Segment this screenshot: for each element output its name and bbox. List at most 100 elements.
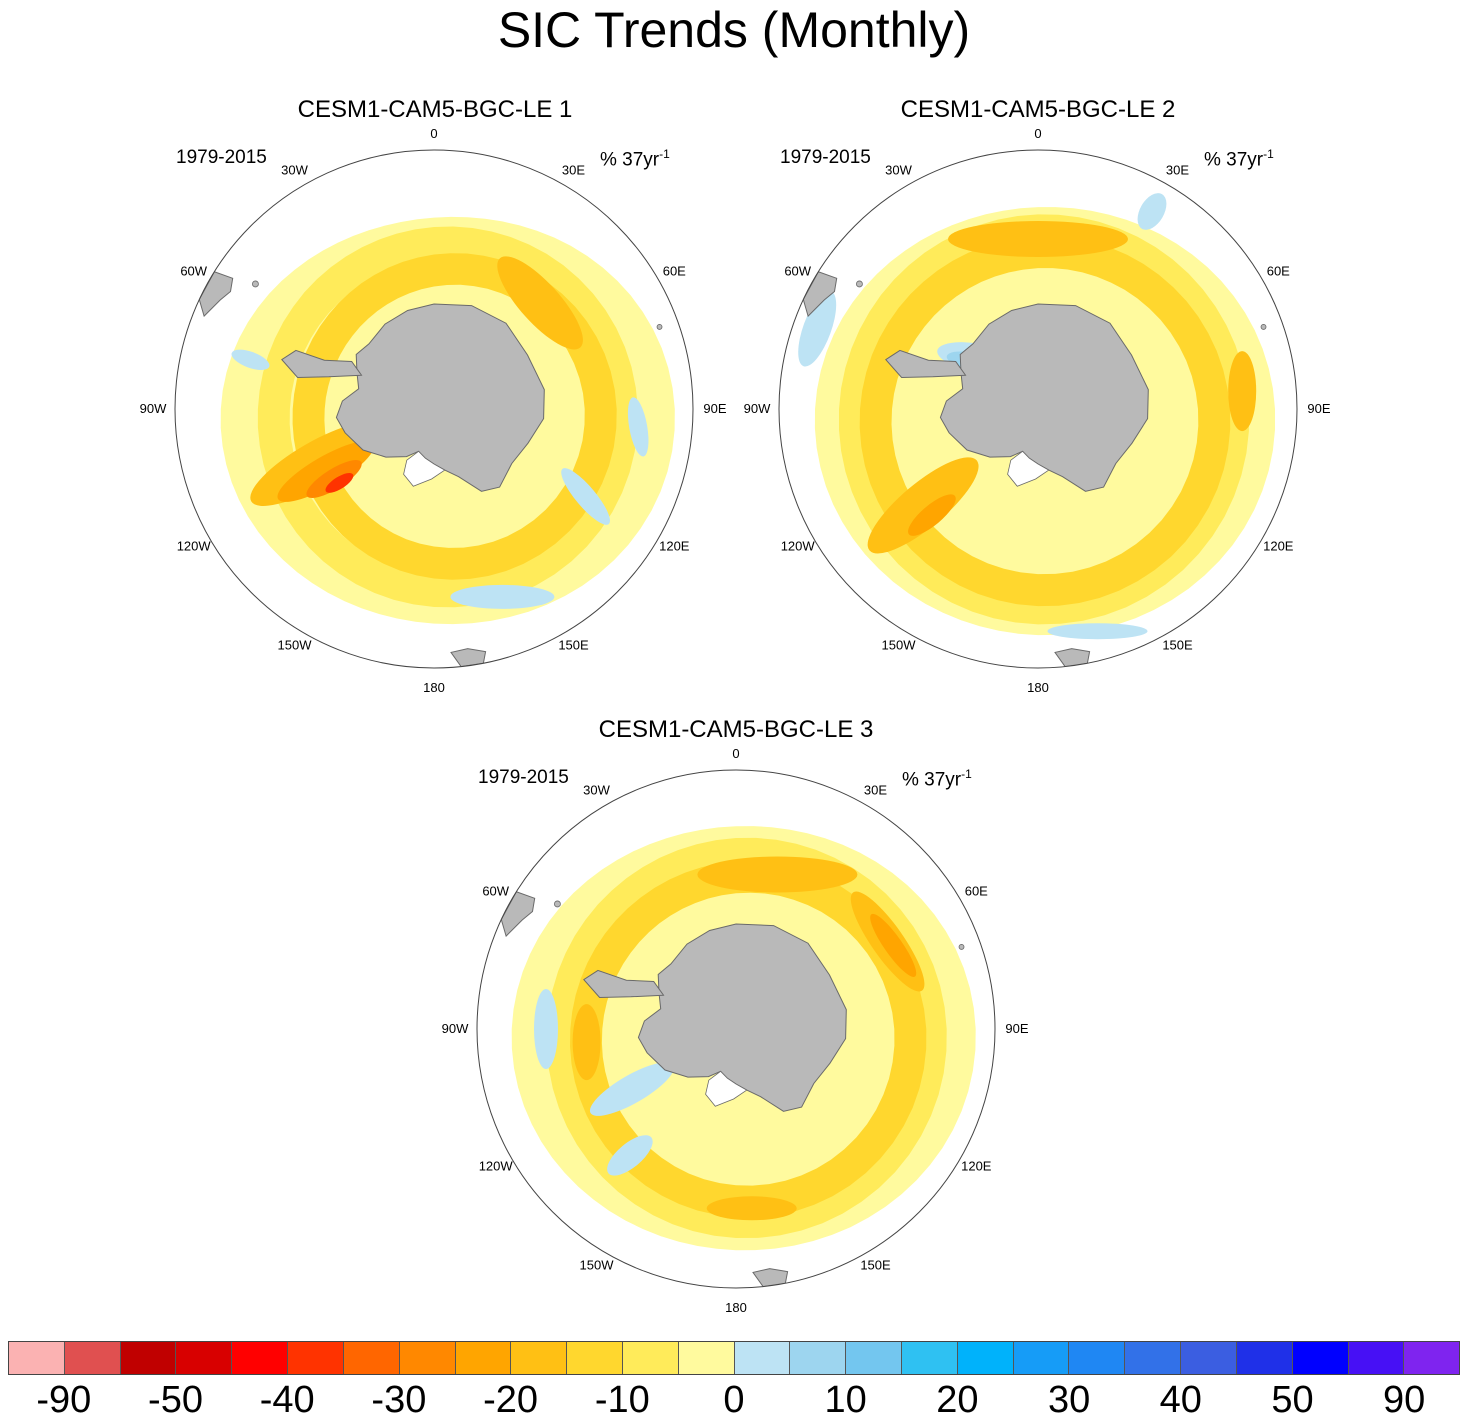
longitude-label-90e: 90E — [703, 401, 726, 416]
panel-title-3: CESM1-CAM5-BGC-LE 3 — [598, 716, 874, 743]
kerguelen-island — [1260, 324, 1267, 330]
longitude-label-30e: 30E — [1166, 163, 1189, 178]
colorbar-box-23 — [1236, 1342, 1293, 1374]
trend-anomaly-7 — [798, 290, 837, 367]
colorbar-box-18 — [957, 1342, 1014, 1374]
south-georgia-island — [856, 280, 863, 288]
trend-anomaly-4 — [908, 494, 956, 536]
panel-period-3: 1979-2015 — [478, 767, 569, 788]
longitude-label-120e: 120E — [659, 539, 690, 554]
panel-period-1: 1979-2015 — [176, 147, 267, 168]
colorbar-label: 40 — [1159, 1379, 1202, 1421]
longitude-label-30w: 30W — [281, 163, 308, 178]
colorbar-label: 90 — [1383, 1379, 1426, 1421]
colorbar-label: -40 — [259, 1379, 315, 1421]
longitude-label-150e: 150E — [558, 637, 589, 652]
colorbar-label: 10 — [824, 1379, 867, 1421]
colorbar-label: 20 — [936, 1379, 979, 1421]
antarctic-peninsula — [583, 969, 665, 999]
south-georgia-island — [554, 900, 561, 908]
panel-units-3: % 37yr-1 — [902, 767, 972, 791]
trend-anomaly-3 — [1228, 351, 1257, 432]
panel-period-2: 1979-2015 — [780, 147, 871, 168]
trend-anomaly-8 — [1047, 623, 1148, 640]
colorbar-label: -20 — [483, 1379, 539, 1421]
map-boundary-circle — [778, 149, 1298, 669]
colorbar-box-21 — [1125, 1342, 1182, 1374]
trend-anomaly-3 — [870, 913, 917, 977]
trend-anomaly-1 — [948, 221, 1128, 257]
longitude-label-90w: 90W — [442, 1021, 469, 1036]
longitude-label-60e: 60E — [965, 884, 988, 899]
colorbar-box-6 — [288, 1342, 344, 1374]
colorbar-box-1 — [9, 1342, 65, 1374]
colorbar-box-25 — [1348, 1342, 1405, 1374]
trend-anomaly-9 — [1137, 193, 1167, 230]
ross-ice-shelf — [403, 450, 446, 487]
trend-anomaly-4 — [306, 460, 362, 498]
colorbar-box-19 — [1013, 1342, 1070, 1374]
trend-anomaly-9 — [231, 349, 270, 370]
colorbar-box-12 — [622, 1342, 679, 1374]
colorbar-box-13 — [678, 1342, 735, 1374]
kerguelen-island — [958, 944, 965, 950]
longitude-label-30w: 30W — [885, 163, 912, 178]
longitude-label-60w: 60W — [784, 264, 811, 279]
panel-title-2: CESM1-CAM5-BGC-LE 2 — [900, 96, 1176, 123]
longitude-label-120w: 120W — [781, 539, 816, 554]
ross-ice-shelf — [1007, 450, 1050, 487]
longitude-label-90e: 90E — [1307, 401, 1330, 416]
longitude-label-0: 0 — [1034, 126, 1041, 141]
longitude-label-150e: 150E — [860, 1257, 891, 1272]
colorbar-box-5 — [232, 1342, 289, 1374]
colorbar-box-26 — [1404, 1342, 1460, 1374]
colorbar-box-22 — [1181, 1342, 1237, 1374]
antarctic-peninsula — [281, 349, 363, 379]
longitude-label-120e: 120E — [961, 1159, 992, 1174]
colorbar-label: 50 — [1271, 1379, 1314, 1421]
kerguelen-island — [656, 324, 663, 330]
trend-anomaly-2 — [867, 457, 979, 554]
longitude-label-120w: 120W — [479, 1159, 514, 1174]
trend-anomaly-8 — [627, 397, 649, 457]
longitude-label-150w: 150W — [580, 1257, 615, 1272]
polar-map-panel-3: 0 30E 60E 90E 120E 150E 180 150W 120W 90W 60W 30W — [442, 746, 1029, 1315]
figure-title: SIC Trends (Monthly) — [497, 2, 971, 58]
colorbar-box-17 — [902, 1342, 958, 1374]
map-boundary-circle — [476, 769, 996, 1289]
longitude-label-60e: 60E — [663, 264, 686, 279]
colorbar-box-20 — [1069, 1342, 1126, 1374]
panel-title-1: CESM1-CAM5-BGC-LE 1 — [297, 96, 573, 123]
polar-map-panel-1: 0 30E 60E 90E 120E 150E 180 150W 120W 90W 60W 30W — [140, 126, 727, 695]
longitude-label-90w: 90W — [140, 401, 167, 416]
new-zealand-fragment — [752, 1268, 789, 1288]
colorbar-box-7 — [343, 1342, 400, 1374]
longitude-label-180: 180 — [1027, 680, 1049, 695]
longitude-label-0: 0 — [732, 746, 739, 761]
trend-anomaly-7 — [561, 468, 610, 525]
new-zealand-fragment — [1054, 648, 1091, 668]
colorbar-box-10 — [511, 1342, 568, 1374]
colorbar-box-16 — [846, 1342, 902, 1374]
longitude-label-0: 0 — [430, 126, 437, 141]
new-zealand-fragment — [450, 648, 487, 668]
longitude-label-30w: 30W — [583, 783, 610, 798]
trend-anomaly-5 — [325, 473, 354, 493]
longitude-label-120e: 120E — [1263, 539, 1294, 554]
colorbar-box-4 — [176, 1342, 233, 1374]
trend-anomaly-8 — [607, 1135, 653, 1176]
colorbar-label: 30 — [1047, 1379, 1091, 1421]
panel-units-2: % 37yr-1 — [1204, 147, 1274, 171]
colorbar-label: -90 — [36, 1379, 92, 1421]
longitude-label-60w: 60W — [482, 884, 509, 899]
trend-anomaly-5 — [706, 1196, 797, 1221]
trend-anomaly-7 — [534, 989, 558, 1069]
colorbar — [8, 1341, 1460, 1375]
longitude-label-150w: 150W — [278, 637, 313, 652]
polar-map-panel-2: 0 30E 60E 90E 120E 150E 180 150W 120W 90W 60W 30W — [744, 126, 1331, 695]
sea-ice-trend-field — [500, 826, 976, 1288]
panel-units-1: % 37yr-1 — [600, 147, 670, 171]
map-boundary-circle — [174, 149, 694, 669]
longitude-label-150w: 150W — [882, 637, 917, 652]
colorbar-box-15 — [790, 1342, 847, 1374]
